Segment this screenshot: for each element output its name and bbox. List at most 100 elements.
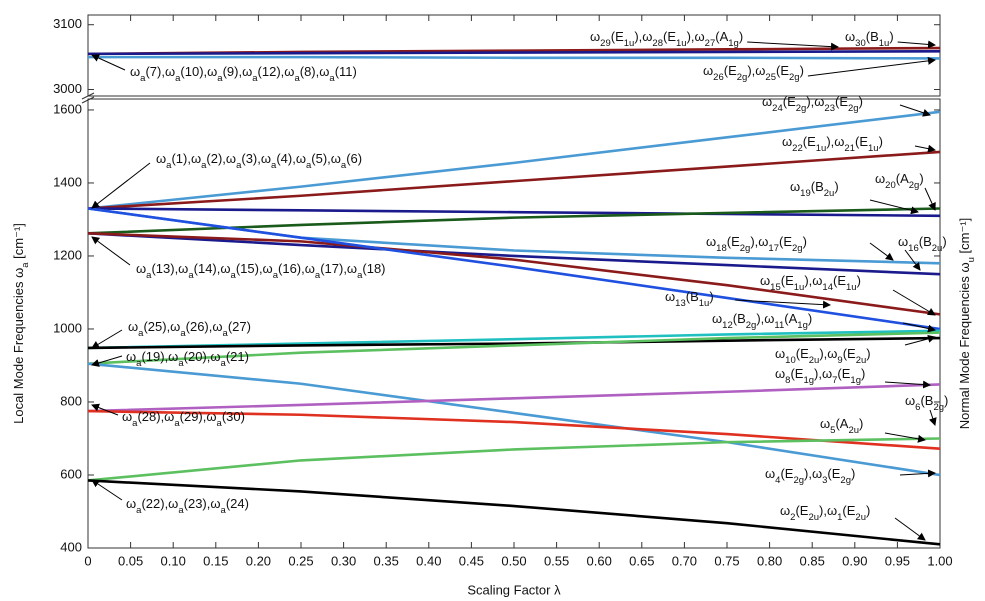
annotation-arrow [884,380,931,389]
annotation-arrow [904,249,921,271]
annotation: ω20(A2g) [875,171,924,191]
annotation-arrow [91,355,123,367]
annotation-arrow [897,40,936,49]
annotation-arrow [869,242,894,261]
line-series [87,362,941,477]
annotation-arrow [884,432,926,443]
line-series [87,232,941,316]
x-tick-label: 0.15 [203,553,228,568]
x-tick-label: 0.95 [885,553,910,568]
annotation-arrow [904,334,936,346]
annotation-arrow [899,469,936,478]
x-tick-label: 0.30 [331,553,356,568]
y-tick-label: 400 [60,539,82,554]
axis-break [81,92,95,104]
annotation-arrow [91,236,131,266]
annotation: ωa(1),ωa(2),ωa(3),ωa(4),ωa(5),ωa(6) [156,151,362,171]
x-tick-label: 0.20 [246,553,271,568]
annotation-arrow [747,41,839,51]
annotation: ωa(13),ωa(14),ωa(15),ωa(16),ωa(17),ωa(18… [136,261,386,281]
line-series [87,150,941,210]
line-series [87,336,941,350]
annotation-arrow [894,517,926,541]
x-tick-label: 0.05 [118,553,143,568]
annotation-arrow [91,54,126,71]
annotation-arrow [91,479,123,501]
y-tick-label: 1400 [53,174,82,189]
annotation-arrow [869,199,919,215]
annotation: ω6(B2g) [905,393,948,413]
annotation: ω10(E2u),ω9(E2u) [775,346,871,366]
annotation: ω16(B2u) [898,234,947,254]
annotation: ω19(B2u) [790,179,839,199]
annotation-arrow [892,289,936,316]
annotation-arrow [807,56,936,77]
x-tick-label: 0.10 [161,553,186,568]
annotation: ω5(A2u) [820,416,863,436]
annotation: ω18(E2g),ω17(E2g) [706,234,807,254]
x-tick-label: 0.40 [416,553,441,568]
line-series [87,49,941,56]
annotation: ωa(28),ωa(29),ωa(30) [122,409,245,429]
y-tick-label: 3100 [53,16,82,31]
annotation: ω13(B1u) [665,289,714,309]
annotation: ω12(B2g),ω11(A1g) [712,311,812,331]
line-series [87,207,941,331]
x-tick-label: 0.60 [587,553,612,568]
annotation-arrow [914,144,936,153]
y-tick-label: 1000 [53,320,82,335]
line-series [87,232,941,276]
annotation: ω8(E1g),ω7(E1g) [775,366,865,386]
annotation-arrow [902,322,936,333]
x-tick-label: 0.80 [757,553,782,568]
x-tick-label: 0.90 [842,553,867,568]
annotation: ω29(E1u),ω28(E1u),ω27(A1g) [590,29,743,49]
annotation: ω2(E2u),ω1(E2u) [780,503,870,523]
x-tick-label: 0.65 [629,553,654,568]
x-tick-label: 1.00 [927,553,952,568]
annotation: ω4(E2g),ω3(E2g) [765,466,855,486]
annotation: ω30(B1u) [845,29,894,49]
x-tick-label: 0.75 [714,553,739,568]
line-series [87,437,941,482]
x-tick-label: 0.70 [672,553,697,568]
y-tick-label: 800 [60,393,82,408]
annotation: ωa(19),ωa(20),ωa(21) [126,349,249,369]
line-series [87,331,941,365]
y-tick-label: 3000 [53,81,82,96]
annotation: ω15(E1u),ω14(E1u) [760,273,861,293]
x-tick-label: 0.45 [459,553,484,568]
y-tick-label: 600 [60,466,82,481]
x-tick-label: 0 [84,553,91,568]
annotation: ωa(22),ωa(23),ωa(24) [126,496,249,516]
x-axis-title: Scaling Factor λ [467,582,561,597]
y2-axis-title: Normal Mode Frequencies ωu [cm⁻¹] [957,218,977,430]
line-series [87,409,941,451]
y-axis-title: Local Mode Frequencies ωa [cm⁻¹] [11,223,31,424]
line-series [87,110,941,210]
x-tick-label: 0.25 [288,553,313,568]
annotation-arrow [91,162,151,209]
annotation: ωa(25),ωa(26),ωa(27) [128,319,251,339]
line-series [88,55,941,60]
line-series [87,207,941,218]
annotation: ω26(E2g),ω25(E2g) [703,63,804,83]
annotation-arrow [899,104,931,117]
annotation-arrow [91,329,123,349]
y-tick-label: 1600 [53,101,82,116]
upper-frame [87,14,941,97]
annotation-arrow [91,403,119,416]
annotation-arrow [734,299,831,309]
annotation-arrow [928,409,937,426]
annotation-arrow [924,187,936,211]
line-series [87,383,941,413]
annotation: ω22(E1u),ω21(E1u) [782,134,883,154]
x-tick-label: 0.50 [501,553,526,568]
line-series [87,479,941,546]
x-tick-label: 0.85 [800,553,825,568]
annotation: ωa(7),ωa(10),ωa(9),ωa(12),ωa(8),ωa(11) [130,64,357,84]
x-tick-label: 0.55 [544,553,569,568]
annotation: ω24(E2g),ω23(E2g) [762,94,863,114]
x-tick-label: 0.35 [374,553,399,568]
